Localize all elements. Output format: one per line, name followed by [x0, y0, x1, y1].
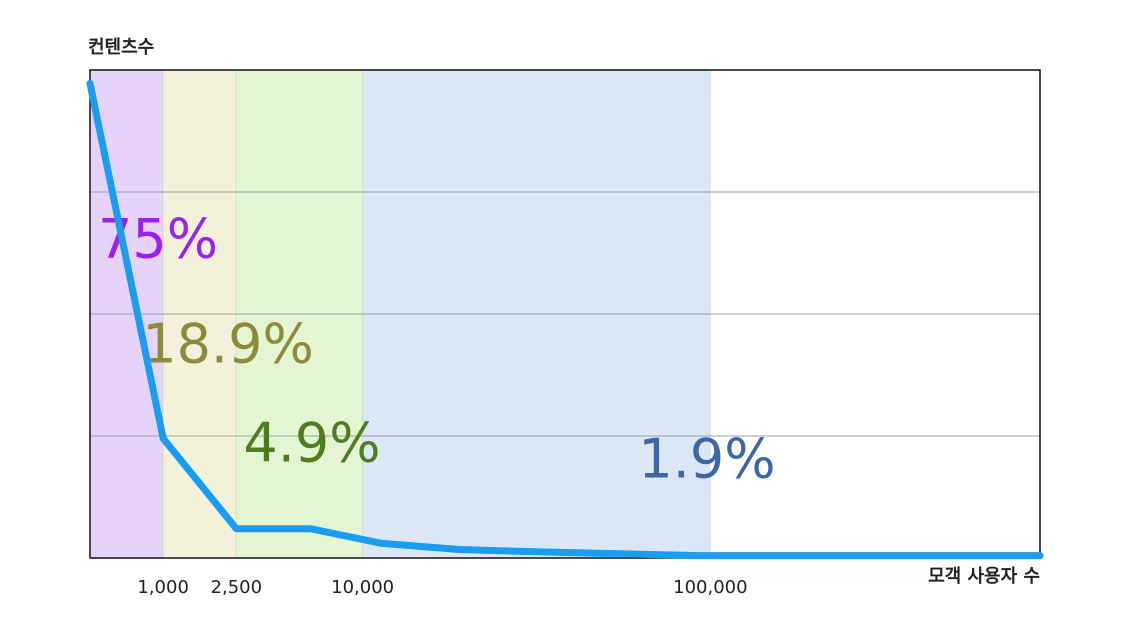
x-tick-label: 10,000	[331, 577, 394, 598]
y-axis-label: 컨텐츠수	[88, 37, 154, 58]
region-label: 18.9%	[142, 313, 314, 376]
x-axis-label: 모객 사용자 수	[928, 566, 1040, 587]
region-label: 1.9%	[638, 428, 775, 491]
x-tick-label: 1,000	[137, 577, 189, 598]
x-tick-label: 2,500	[211, 577, 263, 598]
x-tick-label: 100,000	[673, 577, 747, 598]
data-line	[86, 79, 1044, 560]
plot-frame	[89, 69, 1041, 559]
region-label: 4.9%	[243, 412, 380, 475]
